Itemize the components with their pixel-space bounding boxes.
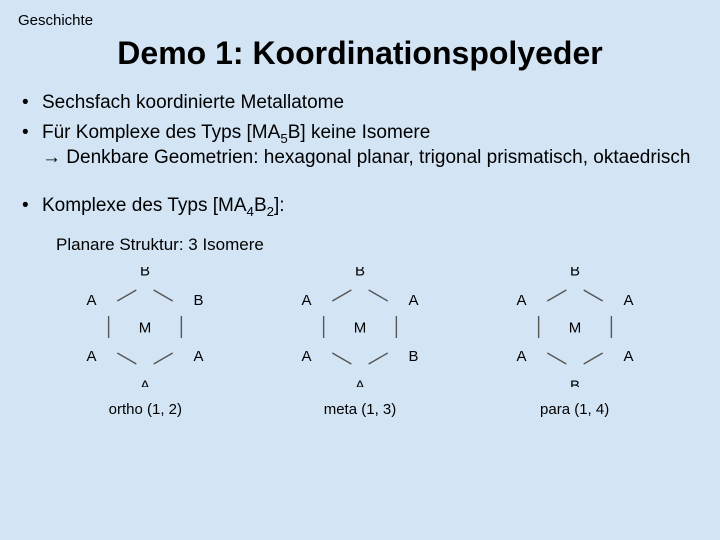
hex-ortho-caption: ortho (1, 2)	[109, 401, 182, 418]
page-title: Demo 1: Koordinationspolyeder	[18, 35, 702, 72]
svg-text:A: A	[408, 292, 418, 309]
bullet-list: Sechsfach koordinierte Metallatome Für K…	[18, 90, 702, 171]
svg-text:B: B	[140, 267, 150, 280]
svg-text:A: A	[355, 377, 365, 387]
bullet-2: Für Komplexe des Typs [MA5B] keine Isome…	[42, 120, 702, 171]
bullet-3-pre: Komplexe des Typs [MA	[42, 195, 247, 216]
hex-ortho-svg: B B A A A A M	[65, 267, 225, 387]
bullet-2-sub1: 5	[280, 130, 287, 145]
svg-text:A: A	[516, 348, 526, 365]
hex-para-caption: para (1, 4)	[540, 401, 609, 418]
hex-meta: B A B A A A M meta (1, 3)	[280, 267, 440, 418]
svg-text:A: A	[301, 348, 311, 365]
svg-text:B: B	[408, 348, 418, 365]
bullet-3: Komplexe des Typs [MA4B2]:	[42, 193, 702, 219]
svg-text:B: B	[570, 267, 580, 280]
svg-text:A: A	[516, 292, 526, 309]
hex-para: B A A B A A M para (1, 4)	[495, 267, 655, 418]
bullet-3-post: ]:	[274, 195, 285, 216]
hex-meta-svg: B A B A A A M	[280, 267, 440, 387]
bullet-2-arrow: → Denkbare Geometrien: hexagonal planar,…	[42, 145, 702, 171]
svg-text:A: A	[140, 377, 150, 387]
svg-text:A: A	[623, 292, 633, 309]
bullet-1: Sechsfach koordinierte Metallatome	[42, 90, 702, 116]
bullet-list-2: Komplexe des Typs [MA4B2]:	[18, 193, 702, 219]
svg-text:M: M	[354, 319, 367, 336]
bullet-1-text: Sechsfach koordinierte Metallatome	[42, 92, 344, 113]
svg-text:A: A	[87, 292, 97, 309]
svg-text:A: A	[194, 348, 204, 365]
svg-text:A: A	[623, 348, 633, 365]
svg-text:B: B	[570, 377, 580, 387]
bullet-3-mid: B	[254, 195, 267, 216]
svg-text:B: B	[355, 267, 365, 280]
bullet-3-sub2: 2	[267, 204, 274, 219]
bullet-3-sub1: 4	[247, 204, 254, 219]
hex-meta-caption: meta (1, 3)	[324, 401, 397, 418]
svg-text:A: A	[87, 348, 97, 365]
breadcrumb: Geschichte	[18, 12, 702, 29]
hexagon-row: B B A A A A M ortho (1, 2) B A B A A A M meta (1, 3)…	[18, 267, 702, 418]
hex-ortho: B B A A A A M ortho (1, 2)	[65, 267, 225, 418]
svg-text:M: M	[139, 319, 152, 336]
svg-text:A: A	[301, 292, 311, 309]
bullet-2-pre: Für Komplexe des Typs [MA	[42, 122, 280, 143]
hex-para-svg: B A A B A A M	[495, 267, 655, 387]
isomer-label: Planare Struktur: 3 Isomere	[18, 235, 702, 255]
bullet-2-post1: B] keine Isomere	[288, 122, 431, 143]
svg-text:B: B	[194, 292, 204, 309]
svg-text:M: M	[568, 319, 581, 336]
